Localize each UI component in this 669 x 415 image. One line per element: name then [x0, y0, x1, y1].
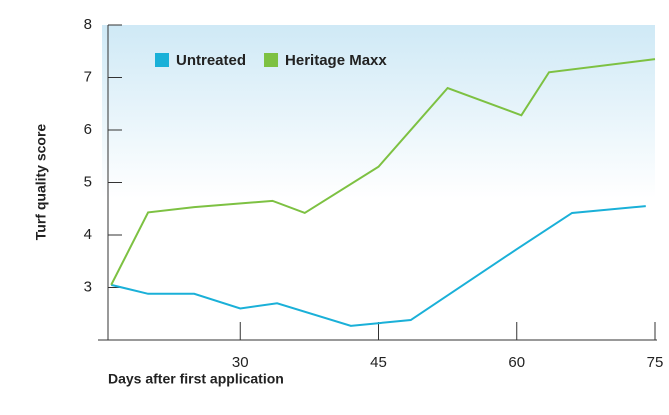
y-tick-label: 3 [84, 278, 92, 295]
legend-label: Heritage Maxx [285, 52, 387, 69]
x-tick-label: 30 [232, 354, 249, 371]
y-tick-label: 7 [84, 68, 92, 85]
legend-swatch [155, 53, 169, 67]
y-tick-label: 6 [84, 121, 92, 138]
x-tick-label: 45 [370, 354, 387, 371]
y-tick-label: 4 [84, 226, 92, 243]
series-line [110, 58, 656, 286]
y-axis-label: Turf quality score [33, 124, 49, 241]
plot-background [102, 25, 655, 340]
x-axis-label: Days after first application [108, 371, 284, 387]
legend-swatch [264, 53, 279, 67]
legend-label: Untreated [176, 52, 246, 69]
x-tick-label: 60 [508, 354, 525, 371]
series-line [110, 205, 646, 327]
y-tick-label: 8 [84, 16, 92, 33]
y-tick-label: 5 [84, 173, 92, 190]
x-tick-label: 75 [647, 354, 664, 371]
